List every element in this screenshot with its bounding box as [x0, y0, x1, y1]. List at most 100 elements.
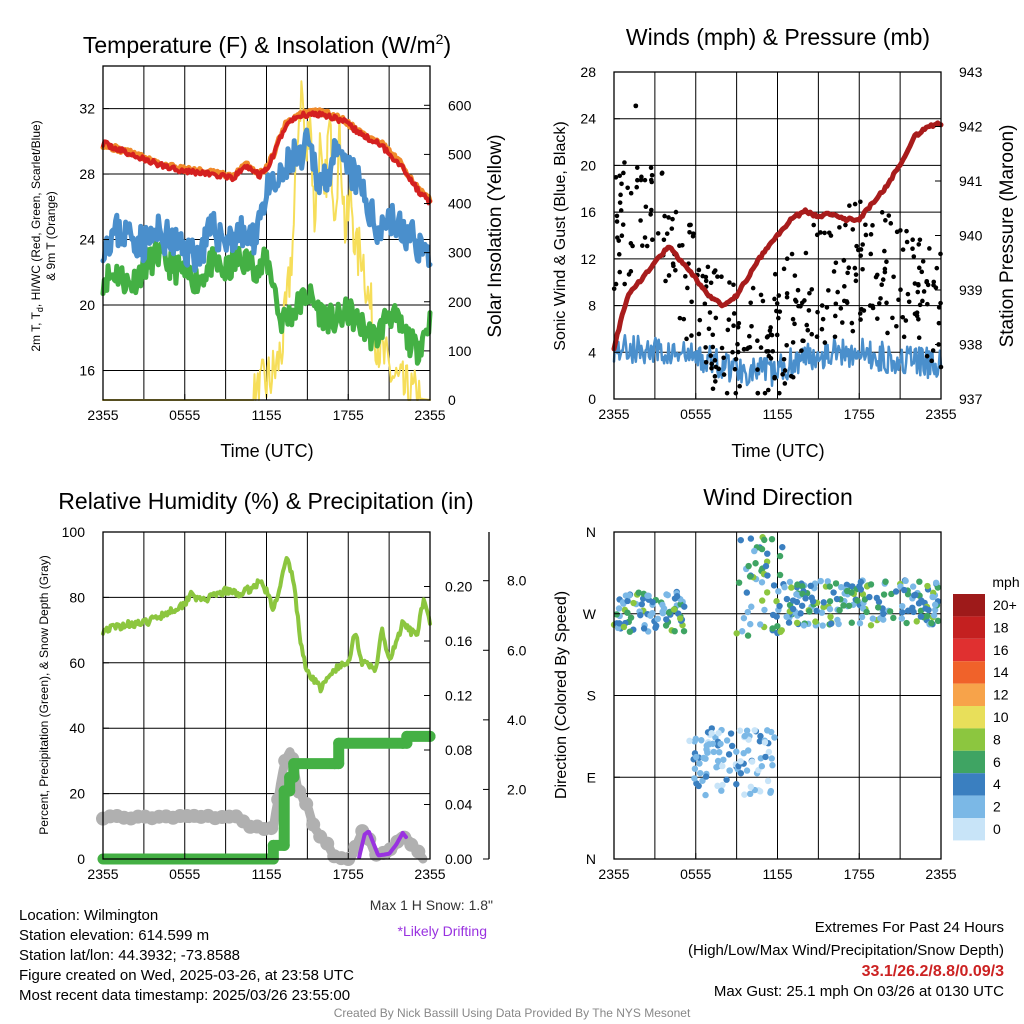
- gust-point: [931, 279, 937, 285]
- solar-y-axis-label: Solar Insolation (Yellow): [485, 134, 506, 337]
- direction-point: [916, 578, 923, 585]
- gust-point: [715, 274, 720, 279]
- direction-point: [665, 609, 673, 616]
- gust-point: [748, 300, 753, 306]
- gust-point: [710, 344, 716, 350]
- gust-point: [858, 199, 863, 205]
- gust-point: [784, 256, 790, 262]
- gust-point: [703, 345, 708, 350]
- direction-point: [627, 614, 635, 621]
- speed-legend-swatch: [953, 638, 985, 662]
- direction-point: [757, 732, 764, 740]
- direction-point: [737, 536, 744, 544]
- direction-point: [743, 589, 751, 596]
- direction-point: [630, 599, 637, 607]
- winds-title: Winds (mph) & Pressure (mb): [626, 24, 930, 50]
- gust-point: [784, 291, 790, 296]
- direction-point: [699, 777, 706, 784]
- direction-point: [869, 615, 877, 622]
- direction-point: [620, 623, 628, 631]
- direction-point: [930, 612, 938, 619]
- direction-point: [827, 613, 834, 621]
- gust-point: [863, 232, 869, 238]
- gust-point: [868, 232, 874, 237]
- gust-point: [845, 270, 850, 276]
- gust-point: [898, 287, 903, 293]
- gust-point: [799, 348, 804, 353]
- winds-y-tick-label: 16: [580, 204, 596, 220]
- gust-point: [934, 265, 940, 271]
- pressure-y-tick-label: 942: [959, 119, 983, 135]
- gust-point: [790, 340, 796, 345]
- direction-point: [771, 734, 778, 741]
- direction-point: [763, 589, 771, 596]
- gust-point: [904, 239, 910, 245]
- extremes-subtitle: (High/Low/Max Wind/Precipitation/Snow De…: [688, 942, 1004, 959]
- gust-point: [617, 269, 623, 275]
- gust-point: [721, 372, 727, 377]
- gust-point: [705, 264, 711, 270]
- gust-point: [731, 323, 736, 328]
- gust-point: [628, 190, 634, 196]
- gust-point: [669, 226, 675, 231]
- gust-point: [749, 323, 754, 329]
- direction-point: [840, 602, 847, 609]
- gust-point: [798, 303, 803, 309]
- direction-point: [820, 599, 827, 606]
- direction-point: [931, 601, 939, 608]
- gust-point: [896, 297, 901, 303]
- gust-point: [921, 289, 927, 294]
- winds-x-tick-label: 0555: [680, 406, 711, 422]
- gust-point: [890, 315, 895, 321]
- direction-point: [785, 619, 793, 626]
- gust-point: [774, 301, 780, 306]
- gust-point: [755, 390, 761, 396]
- gust-point: [616, 238, 622, 243]
- gust-point: [873, 274, 879, 280]
- direction-point: [692, 753, 700, 761]
- gust-point: [776, 315, 781, 321]
- gust-point: [625, 185, 630, 191]
- relative-humidity-line: [101, 556, 432, 694]
- direction-y-tick-label: N: [586, 524, 596, 540]
- gust-point: [804, 322, 810, 328]
- temperature-x-tick-label: 1155: [251, 407, 281, 423]
- speed-legend-label: 20+: [993, 597, 1017, 613]
- gust-point: [841, 298, 847, 304]
- winds-x-tick-label: 2355: [925, 406, 956, 422]
- gust-point: [832, 313, 838, 319]
- direction-point: [638, 601, 646, 608]
- gust-point: [735, 324, 741, 330]
- gust-point: [710, 386, 716, 392]
- gust-point: [746, 333, 752, 339]
- direction-point: [758, 597, 766, 604]
- gust-point: [696, 331, 702, 337]
- gust-point: [620, 222, 626, 227]
- gust-point: [819, 326, 825, 332]
- gust-point: [747, 344, 753, 350]
- gust-point: [681, 316, 687, 322]
- snow-depth-marker: [264, 821, 279, 836]
- direction-point: [777, 628, 784, 635]
- gust-point: [894, 323, 899, 329]
- direction-point: [806, 608, 813, 615]
- direction-point: [898, 615, 905, 622]
- humidity-y-tick-label: 0: [77, 851, 85, 867]
- gust-point: [619, 181, 624, 187]
- gust-point: [809, 287, 815, 292]
- direction-point: [899, 609, 906, 616]
- winds-axes: [611, 71, 944, 400]
- humidity-y-tick-label: 60: [69, 655, 85, 671]
- pressure-y-tick-label: 943: [959, 64, 983, 80]
- direction-point: [845, 602, 853, 609]
- direction-point: [615, 605, 623, 612]
- humidity-title: Relative Humidity (%) & Precipitation (i…: [58, 488, 473, 514]
- gust-point: [708, 353, 714, 358]
- humidity-x-tick-label: 1755: [333, 866, 364, 882]
- direction-point: [762, 562, 770, 570]
- gust-point: [765, 349, 771, 354]
- direction-point: [913, 618, 920, 625]
- gust-point: [815, 309, 820, 315]
- direction-point: [827, 620, 835, 627]
